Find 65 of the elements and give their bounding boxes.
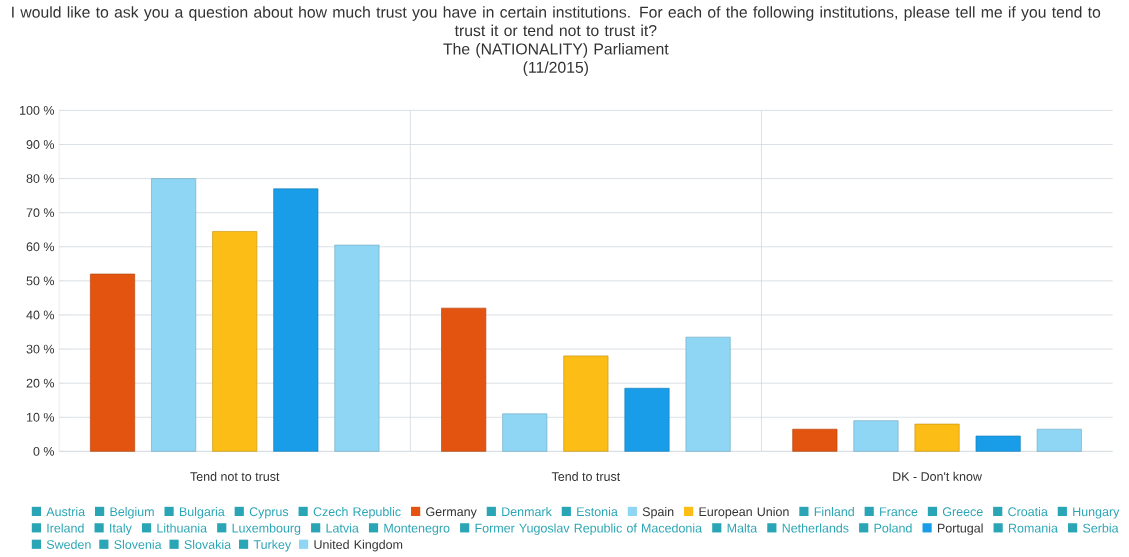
legend-label: Croatia xyxy=(1008,507,1048,517)
y-tick-label: 0 % xyxy=(33,447,55,456)
bar xyxy=(273,188,319,452)
y-tick-label: 100 % xyxy=(20,106,55,115)
legend-label: Belgium xyxy=(110,507,154,519)
y-tick-label: 30 % xyxy=(26,344,55,354)
legend-label: Finland xyxy=(814,507,854,517)
legend-label: Austria xyxy=(46,507,86,517)
legend-label: Serbia xyxy=(1083,523,1119,533)
legend-label: France xyxy=(880,507,918,517)
legend-label: Lithuania xyxy=(157,523,208,533)
x-tick-label: DK - Don't know xyxy=(893,471,982,482)
text: (11/2015) xyxy=(523,61,588,77)
legend-label: Montenegro xyxy=(384,523,450,536)
y-tick-label: 70 % xyxy=(26,208,55,218)
bar xyxy=(151,178,197,452)
legend-label: Bulgaria xyxy=(179,507,225,519)
bar xyxy=(624,388,670,452)
legend-label: Cyprus xyxy=(249,507,289,519)
y-tick-label: 50 % xyxy=(26,276,55,286)
legend-label: Greece xyxy=(942,507,983,517)
bar xyxy=(975,435,1021,452)
legend-label: Ireland xyxy=(47,523,84,533)
bar xyxy=(914,423,960,452)
legend-label: Slovakia xyxy=(184,539,232,550)
legend-label: Poland xyxy=(874,523,912,533)
legend-label: Hungary xyxy=(1073,507,1120,519)
legend-label: Italy xyxy=(110,523,132,536)
legend-label: Romania xyxy=(1009,523,1058,533)
bar xyxy=(1036,428,1082,452)
x-tick-label: Tend to trust xyxy=(551,471,621,482)
legend-label: Slovenia xyxy=(114,539,162,550)
legend-label: Malta xyxy=(727,523,758,533)
y-tick-label: 10 % xyxy=(26,412,55,422)
legend-label: Sweden xyxy=(46,539,91,550)
x-tick-label: Tend not to trust xyxy=(190,471,280,482)
legend-label: European Union xyxy=(699,507,789,519)
legend-label: Denmark xyxy=(502,507,552,517)
bar xyxy=(90,273,136,452)
chart-subtitle: The (NATIONALITY) Parliament xyxy=(443,43,669,58)
chart-title: I would like to ask you a question about how much trust you have in certain institutions. For each of the following institutions, please tell me if you tend to trust it or tend not to trust it? xyxy=(12,6,1101,37)
y-tick-label: 80 % xyxy=(26,174,55,184)
bar xyxy=(563,355,609,452)
y-tick-label: 40 % xyxy=(26,310,55,320)
bar xyxy=(792,428,838,452)
legend-label: Portugal xyxy=(937,523,983,536)
bar xyxy=(441,307,487,452)
y-tick-label: 20 % xyxy=(26,378,55,388)
legend-label: Estonia xyxy=(577,507,618,517)
legend-label: Former Yugoslav Republic of Macedonia xyxy=(475,523,703,536)
legend-label: Turkey xyxy=(253,539,292,552)
legend-label: Germany xyxy=(426,507,477,519)
y-tick-label: 60 % xyxy=(26,242,55,252)
legend-label: Luxembourg xyxy=(232,523,301,536)
y-tick-label: 90 % xyxy=(26,140,55,149)
legend-label: Netherlands xyxy=(782,523,849,533)
bar xyxy=(853,420,899,452)
bar xyxy=(685,336,731,452)
legend-label: United Kingdom xyxy=(314,539,403,552)
bar xyxy=(502,413,548,452)
bar xyxy=(334,244,380,452)
legend-label: Latvia xyxy=(326,523,359,533)
legend-label: Czech Republic xyxy=(313,507,401,519)
bar xyxy=(212,231,258,452)
legend-label: Spain xyxy=(642,507,674,519)
